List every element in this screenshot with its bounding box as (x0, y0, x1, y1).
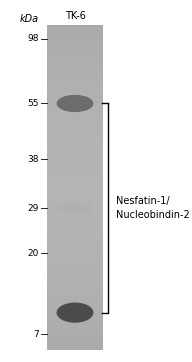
Text: 20: 20 (27, 249, 39, 258)
Text: kDa: kDa (20, 14, 39, 24)
Text: 29: 29 (27, 203, 39, 212)
Text: TK-6: TK-6 (65, 10, 85, 21)
Text: Nesfatin-1/
Nucleobindin-2: Nesfatin-1/ Nucleobindin-2 (116, 197, 190, 220)
Text: 55: 55 (27, 99, 39, 108)
Ellipse shape (57, 96, 93, 111)
Text: 98: 98 (27, 34, 39, 43)
Text: 38: 38 (27, 155, 39, 164)
Ellipse shape (57, 303, 93, 322)
Text: 7: 7 (33, 330, 39, 339)
Ellipse shape (57, 203, 93, 214)
